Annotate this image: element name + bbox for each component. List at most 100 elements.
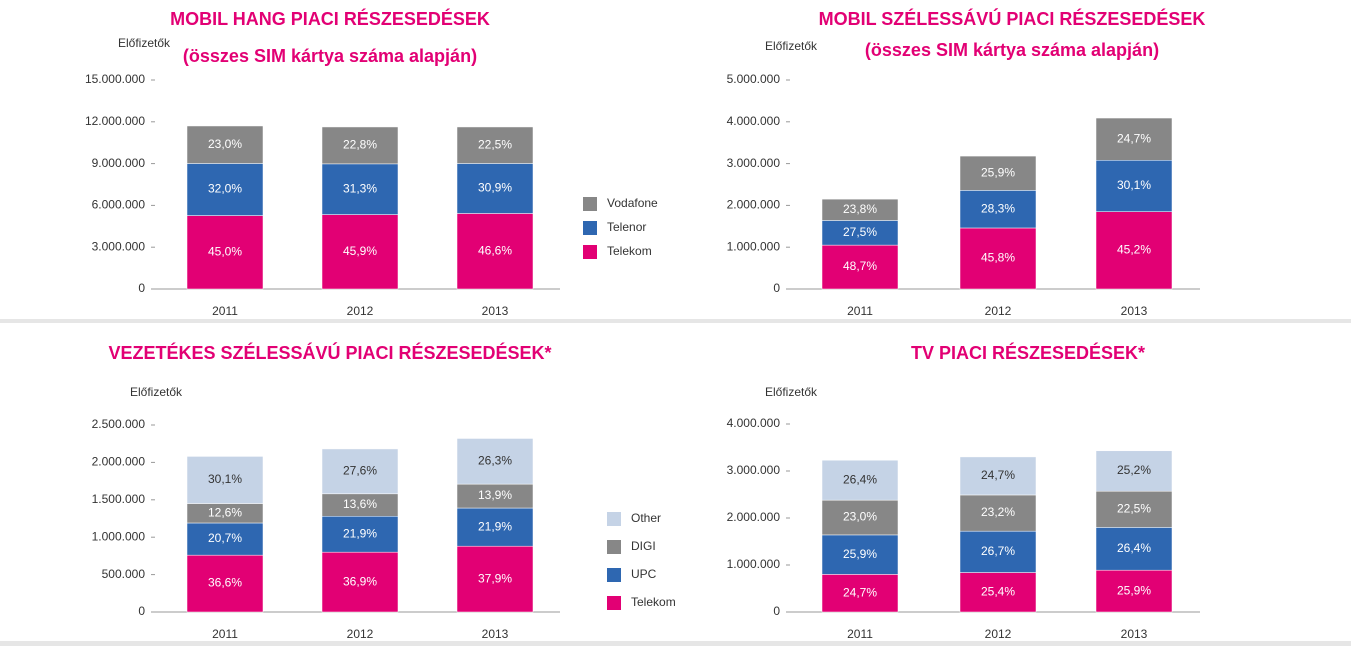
bar-segment bbox=[186, 163, 264, 216]
bar-segment bbox=[186, 125, 264, 164]
y-tick-label: 500.000 bbox=[102, 567, 146, 581]
y-tick-label: 1.500.000 bbox=[92, 492, 146, 506]
bar-segment bbox=[1095, 211, 1173, 290]
y-tick-label: 9.000.000 bbox=[92, 156, 146, 170]
bar-label: 12,6% bbox=[208, 505, 242, 519]
legend-label: Telenor bbox=[607, 220, 646, 234]
y-tick-label: 2.000.000 bbox=[727, 198, 781, 212]
chart-title: TV PIACI RÉSZESEDÉSEK* bbox=[911, 342, 1145, 363]
bar-label: 31,3% bbox=[343, 181, 377, 195]
x-tick-label: 2013 bbox=[482, 304, 509, 318]
bar-segment bbox=[186, 456, 264, 504]
bar-label: 22,8% bbox=[343, 138, 377, 152]
x-tick-label: 2011 bbox=[212, 627, 238, 641]
legend-label: UPC bbox=[631, 567, 657, 581]
bar-segment bbox=[821, 534, 899, 575]
legend-swatch bbox=[607, 540, 621, 554]
legend-swatch bbox=[607, 568, 621, 582]
bar-label: 24,7% bbox=[843, 585, 877, 599]
x-tick-label: 2011 bbox=[847, 304, 873, 318]
y-axis-label: Előfizetők bbox=[130, 385, 183, 399]
y-tick-label: 2.000.000 bbox=[92, 455, 146, 469]
bar-segment bbox=[321, 448, 399, 495]
chart-title: MOBIL HANG PIACI RÉSZESEDÉSEK bbox=[170, 8, 490, 29]
y-tick-label: 4.000.000 bbox=[727, 114, 781, 128]
legend-swatch bbox=[607, 512, 621, 526]
bar-label: 27,6% bbox=[343, 464, 377, 478]
bar-label: 25,9% bbox=[981, 165, 1015, 179]
bar-segment bbox=[959, 190, 1037, 229]
bar-label: 45,9% bbox=[343, 244, 377, 258]
bar-label: 23,0% bbox=[843, 510, 877, 524]
y-tick-label: 0 bbox=[138, 281, 145, 295]
x-tick-label: 2012 bbox=[347, 627, 374, 641]
bar-label: 27,5% bbox=[843, 225, 877, 239]
bar-segment bbox=[959, 456, 1037, 496]
bar-segment bbox=[186, 522, 264, 556]
bar-label: 25,4% bbox=[981, 584, 1015, 598]
x-tick-label: 2011 bbox=[847, 627, 873, 641]
bar-label: 46,6% bbox=[478, 243, 512, 257]
x-tick-label: 2013 bbox=[482, 627, 509, 641]
bar-segment bbox=[959, 530, 1037, 573]
x-tick-label: 2012 bbox=[347, 304, 374, 318]
legend-swatch bbox=[607, 596, 621, 610]
bar-segment bbox=[321, 126, 399, 165]
bar-label: 36,6% bbox=[208, 576, 242, 590]
bar-label: 23,2% bbox=[981, 505, 1015, 519]
y-tick-label: 15.000.000 bbox=[85, 72, 145, 86]
legend-label: Other bbox=[631, 511, 661, 525]
bar-label: 30,9% bbox=[478, 181, 512, 195]
bar-segment bbox=[821, 499, 899, 536]
bar-label: 30,1% bbox=[1117, 178, 1151, 192]
bar-label: 21,9% bbox=[478, 519, 512, 533]
y-tick-label: 3.000.000 bbox=[727, 463, 781, 477]
bar-segment bbox=[821, 244, 899, 290]
bar-label: 30,1% bbox=[208, 472, 242, 486]
y-tick-label: 2.500.000 bbox=[92, 417, 146, 431]
bar-segment bbox=[959, 572, 1037, 613]
y-tick-label: 12.000.000 bbox=[85, 114, 145, 128]
y-tick-label: 3.000.000 bbox=[92, 239, 146, 253]
bar-label: 25,9% bbox=[843, 547, 877, 561]
y-tick-label: 0 bbox=[138, 604, 145, 618]
bar-label: 32,0% bbox=[208, 182, 242, 196]
y-axis-label: Előfizetők bbox=[118, 36, 171, 50]
bar-segment bbox=[456, 545, 534, 613]
y-tick-label: 2.000.000 bbox=[727, 510, 781, 524]
y-tick-label: 6.000.000 bbox=[92, 198, 146, 212]
bar-segment bbox=[1095, 450, 1173, 492]
bar-label: 24,7% bbox=[981, 468, 1015, 482]
chart-subtitle: (összes SIM kártya száma alapján) bbox=[183, 46, 477, 66]
x-tick-label: 2013 bbox=[1121, 627, 1148, 641]
bar-label: 20,7% bbox=[208, 531, 242, 545]
y-tick-label: 0 bbox=[773, 604, 780, 618]
chart-subtitle: (összes SIM kártya száma alapján) bbox=[865, 40, 1159, 60]
x-tick-label: 2012 bbox=[985, 304, 1012, 318]
bar-label: 26,3% bbox=[478, 453, 512, 467]
x-tick-label: 2013 bbox=[1121, 304, 1148, 318]
legend-swatch bbox=[583, 197, 597, 211]
bar-label: 45,2% bbox=[1117, 243, 1151, 257]
bar-label: 45,0% bbox=[208, 244, 242, 258]
x-tick-label: 2012 bbox=[985, 627, 1012, 641]
legend-label: Telekom bbox=[607, 244, 652, 258]
bar-label: 23,0% bbox=[208, 137, 242, 151]
bar-label: 28,3% bbox=[981, 201, 1015, 215]
bar-label: 26,7% bbox=[981, 544, 1015, 558]
legend-label: DIGI bbox=[631, 539, 656, 553]
bar-segment bbox=[186, 554, 264, 613]
bar-label: 21,9% bbox=[343, 526, 377, 540]
y-tick-label: 1.000.000 bbox=[727, 239, 781, 253]
bar-segment bbox=[321, 163, 399, 215]
bar-label: 22,5% bbox=[1117, 501, 1151, 515]
bar-segment bbox=[456, 507, 534, 547]
legend-label: Vodafone bbox=[607, 196, 658, 210]
legend-swatch bbox=[583, 245, 597, 259]
bar-segment bbox=[456, 438, 534, 485]
bar-label: 45,8% bbox=[981, 251, 1015, 265]
y-axis-label: Előfizetők bbox=[765, 39, 818, 53]
y-tick-label: 0 bbox=[773, 281, 780, 295]
y-tick-label: 1.000.000 bbox=[727, 557, 781, 571]
